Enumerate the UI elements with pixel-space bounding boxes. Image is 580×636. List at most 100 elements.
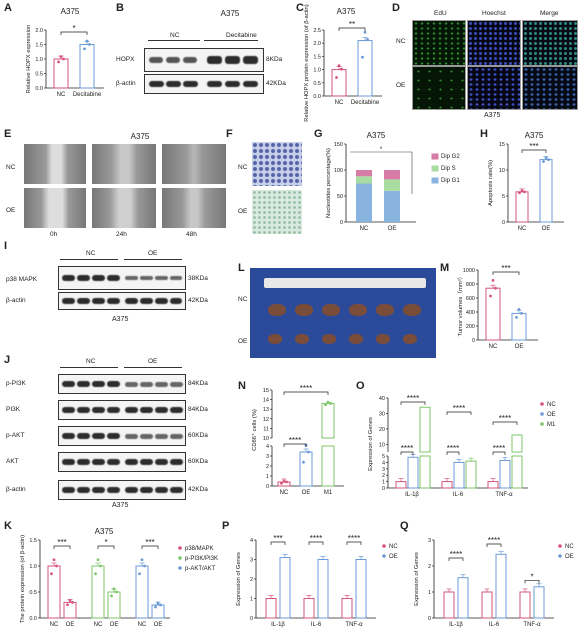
panel-m-y-tick-label: 1000: [463, 268, 475, 274]
panel-b-group-nc: NC: [170, 32, 180, 39]
panel-k-dot: [66, 603, 69, 607]
panel-o-bar-lower: [419, 455, 431, 489]
panel-p-bar: [303, 598, 315, 619]
panel-q-legend-marker: [558, 544, 562, 548]
panel-o-sig-m1-bracket: [492, 421, 518, 425]
panel-a-dot: [62, 57, 65, 61]
panel-e-nc-0h-image: [24, 144, 86, 184]
panel-o-sig-oe-bracket: [492, 451, 506, 455]
panel-i-group-line-nc: [60, 259, 118, 260]
panel-j-blot: [58, 426, 186, 446]
panel-p-bar: [355, 559, 367, 619]
panel-c-dot: [340, 67, 343, 71]
panel-o-x-tick-label: TNF-α: [495, 492, 513, 498]
panel-i-row-p38: p38 MAPK: [6, 276, 38, 283]
panel-g-y-tick-label: 150: [334, 142, 343, 148]
panel-p-sig: ***: [273, 534, 282, 543]
panel-k-legend-item: p-AKT/AKT: [185, 566, 216, 572]
panel-q-bar: [457, 577, 469, 619]
panel-letter-q: Q: [400, 520, 409, 532]
panel-m-y-tick-label: 0: [472, 338, 475, 344]
panel-n-lower-y-tick-label: 4: [266, 444, 269, 450]
panel-g-stack-segment: [356, 183, 372, 222]
panel-o-bar: [499, 459, 511, 489]
panel-j-size: 60KDa: [188, 458, 208, 465]
panel-n-dot: [285, 480, 288, 484]
panel-g-legend-item: Dip S: [441, 166, 456, 172]
panel-n-dot: [282, 479, 286, 483]
panel-g-title: A375: [367, 131, 386, 140]
panel-n-sig-oe-bracket: [283, 443, 307, 447]
panel-k-x-tick-label: OE: [66, 622, 75, 628]
panel-d-oe-merge-image: [522, 66, 578, 110]
panel-b-group-dec: Decitabine: [226, 32, 257, 39]
tumor-specimen: [349, 304, 367, 316]
panel-o-legend-marker: [540, 412, 544, 416]
panel-q-sig: ****: [488, 536, 500, 545]
panel-k-dot: [96, 558, 100, 562]
panel-g-sig: *: [380, 147, 383, 153]
panel-o-lower-y-tick-label: 3: [382, 467, 385, 473]
panel-b-size-actin: 42KDa: [266, 80, 286, 87]
panel-o-bar: [407, 456, 419, 489]
panel-m-dot: [515, 315, 518, 319]
panel-o-legend-marker: [540, 422, 544, 426]
panel-p-y-tick-label: 3: [250, 558, 253, 564]
panel-k-y-axis-title: The protein expression (of β-actin): [20, 535, 26, 623]
panel-k-sig-bracket: [141, 545, 159, 549]
panel-n-bar: [321, 402, 335, 439]
panel-k-x-tick-label: NC: [50, 622, 59, 628]
panel-o-legend-item: M1: [547, 422, 556, 428]
panel-q-legend-item: NC: [565, 544, 574, 550]
tumor-specimen: [322, 304, 340, 316]
panel-k-dot: [52, 558, 56, 562]
panel-m-dot: [520, 312, 523, 315]
panel-a-bar: [53, 58, 69, 89]
tumor-specimen: [322, 334, 336, 344]
panel-n-dot: [280, 481, 283, 485]
panel-k-bar: [151, 604, 165, 619]
panel-p-y-tick-label: 0: [250, 616, 253, 622]
panel-p-sig: ****: [348, 534, 360, 543]
panel-m-bar: [511, 312, 527, 341]
panel-o-lower-y-tick-label: 4: [382, 460, 385, 466]
panel-e-oe-0h-image: [24, 188, 86, 228]
panel-l-row-oe: OE: [238, 338, 248, 345]
panel-g-stack-segment: [356, 176, 372, 184]
panel-c-sig-bracket: [338, 27, 366, 31]
panel-b-size-hopx: 8KDa: [266, 56, 283, 63]
panel-c-bar: [331, 69, 347, 97]
panel-p-bar: [265, 598, 277, 619]
panel-c-x-tick-label: NC: [335, 100, 344, 106]
panel-k-title: A375: [95, 527, 114, 536]
panel-b-row-hopx: HOPX: [116, 56, 135, 63]
panel-p-bar: [279, 557, 291, 619]
panel-e-col-24h: 24h: [116, 231, 127, 238]
panel-k-y-tick-label: 0.0: [29, 616, 37, 622]
panel-letter-a: A: [4, 2, 12, 14]
panel-a-x-tick-label: Decitabine: [73, 92, 102, 98]
panel-k-dot: [55, 564, 58, 568]
tumor-specimen: [295, 334, 309, 344]
panel-j-size: 84KDa: [188, 406, 208, 413]
panel-q-bar: [519, 591, 531, 619]
panel-c-y-tick-label: 1.0: [313, 68, 321, 74]
panel-o-y-tick-label: 40: [379, 396, 385, 402]
panel-k-dot: [138, 572, 141, 576]
panel-n-bar-lower: [321, 445, 335, 487]
panel-k-sig-bracket: [97, 545, 115, 549]
panel-e-nc-48h-image: [162, 144, 226, 184]
panel-f-row-nc: NC: [238, 164, 248, 171]
panel-k-dot: [110, 594, 113, 598]
panel-j-blot: [58, 480, 186, 500]
panel-m-dot: [491, 279, 495, 282]
panel-letter-i: I: [4, 240, 8, 252]
panel-n-sig-m1: ****: [300, 384, 312, 393]
panel-k-bar: [63, 601, 77, 619]
panel-h-bar: [539, 159, 553, 223]
panel-n-bar: [299, 451, 313, 487]
panel-o-x-tick-label: IL-6: [453, 492, 464, 498]
panel-c-y-tick-label: 1.5: [313, 54, 321, 60]
panel-a-dot: [83, 47, 86, 51]
panel-o-legend-item: NC: [547, 402, 556, 408]
